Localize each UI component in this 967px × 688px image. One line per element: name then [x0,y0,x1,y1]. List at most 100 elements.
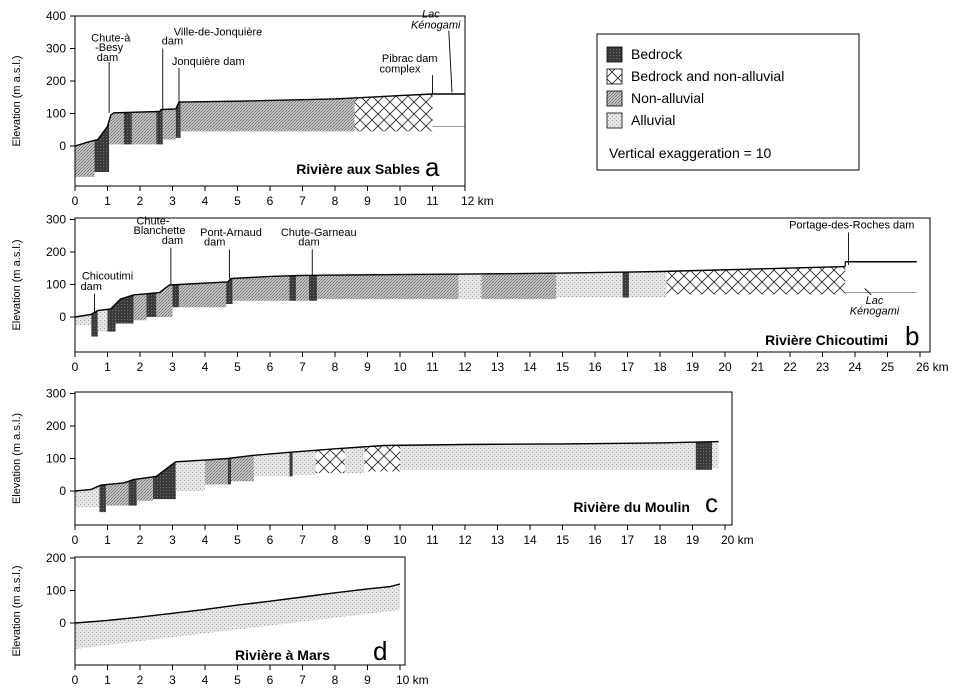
segment-alluvial [97,309,108,332]
x-tick-label: 4 [202,673,209,687]
y-tick-label: 100 [46,584,66,598]
x-tick-label: 0 [72,533,79,547]
annotation-label: Lac [866,295,884,307]
x-tick-label: 7 [299,533,306,547]
x-tick-label: 12 [458,533,472,547]
x-tick-label: 6 [267,533,274,547]
x-tick-label: 22 [783,360,797,374]
y-tick-label: 300 [46,387,66,401]
annotation-label: Kénogami [850,305,900,317]
y-tick-label: 300 [46,213,66,227]
segment-cross [364,445,400,472]
x-tick-label: 5 [234,360,241,374]
x-tick-label: 3 [169,673,176,687]
annotation-label: Ville-de-Jonquière [174,27,262,39]
annotation-label: complex [380,64,421,76]
x-tick-label: 2 [137,673,144,687]
segment-alluvial [175,460,205,491]
y-axis-label: Elevation (m a.s.l.) [11,55,23,146]
segment-nonall [231,455,254,482]
legend-box [596,33,860,171]
x-tick-label: 21 [751,360,765,374]
x-tick-label: 5 [234,194,241,208]
river-name: Rivière à Mars [235,647,330,663]
y-tick-label: 200 [46,245,66,259]
segment-bedrock [309,275,318,301]
x-tick-label: 6 [267,360,274,374]
x-tick-label: 3 [169,533,176,547]
segment-nonall [131,111,157,145]
segment-nonall [296,275,309,301]
x-tick-label: 14 [523,533,537,547]
x-tick-label: 12 km [461,194,494,208]
x-tick-label: 1 [104,194,111,208]
segment-alluvial [75,314,92,326]
x-tick-label: 9 [364,360,371,374]
segment-nonall [105,481,129,506]
y-axis-label: Elevation (m a.s.l.) [11,413,23,504]
annotation-label: Pibrac dam [382,53,438,65]
x-tick-label: 7 [299,673,306,687]
annotation-label: Kénogami [411,19,461,31]
segment-cross [315,448,345,474]
x-tick-label: 17 [621,360,635,374]
x-tick-label: 5 [234,533,241,547]
segment-nonall [162,108,176,140]
x-tick-label: 2 [137,360,144,374]
segment-nonall [133,293,147,321]
segment-bedrock [172,284,179,308]
x-tick-label: 7 [299,194,306,208]
legend-label: Bedrock [631,46,683,62]
segment-bedrock [123,112,132,145]
segment-cross [354,94,433,132]
river-profile-line [74,265,846,318]
segment-bedrock [695,441,712,470]
annotation-label: Chute-Garneau [281,227,357,239]
annotation-label: Jonquière dam [172,56,245,68]
segment-nonall [232,275,290,301]
annotation-leader [448,30,453,93]
panel-d: 0 100 200 0 1 2 3 4 5 6 7 8 9 10 km Elevation (m a.s.l… [11,551,429,687]
segment-bedrock [227,458,231,485]
y-tick-label: 400 [46,9,66,23]
x-tick-label: 13 [491,360,505,374]
panel-letter: b [905,321,919,351]
segment-nonall [75,140,95,177]
x-tick-label: 1 [104,533,111,547]
x-tick-label: 19 [686,533,700,547]
plot-frame [74,556,406,666]
annotation-label: Chute-à [91,32,131,44]
segment-alluvial [458,273,482,300]
x-tick-label: 0 [72,360,79,374]
y-tick-label: 200 [46,551,66,565]
river-name: Rivière Chicoutimi [765,332,888,348]
x-tick-label: 15 [556,533,570,547]
x-tick-label: 24 [848,360,862,374]
segment-nonall [205,458,228,485]
x-tick-label: 16 [588,533,602,547]
segment-nonall [136,476,153,501]
y-tick-label: 300 [46,42,66,56]
x-tick-label: 15 [556,360,570,374]
annotation-label: dam [81,281,102,293]
segment-alluvial [556,272,623,298]
y-axis-label: Elevation (m a.s.l.) [11,565,23,656]
y-tick-label: 200 [46,74,66,88]
annotation-label: Blanchette [134,225,186,237]
x-tick-label: 6 [267,194,274,208]
segment-alluvial [712,441,719,469]
x-tick-label: 1 [104,360,111,374]
river-profile-line [74,583,401,624]
panel-a: 0 100 200 300 400 0 1 2 3 4 5 6 7 8 9 10 11 12 km Elevatio… [11,9,494,208]
x-tick-label: 2 [137,533,144,547]
segment-nonall [317,274,459,300]
x-tick-label: 11 [426,360,439,374]
x-tick-label: 9 [364,533,371,547]
x-tick-label: 14 [523,360,537,374]
x-tick-label: 11 [426,533,439,547]
segment-alluvial [253,452,290,477]
x-tick-label: 12 [458,360,472,374]
